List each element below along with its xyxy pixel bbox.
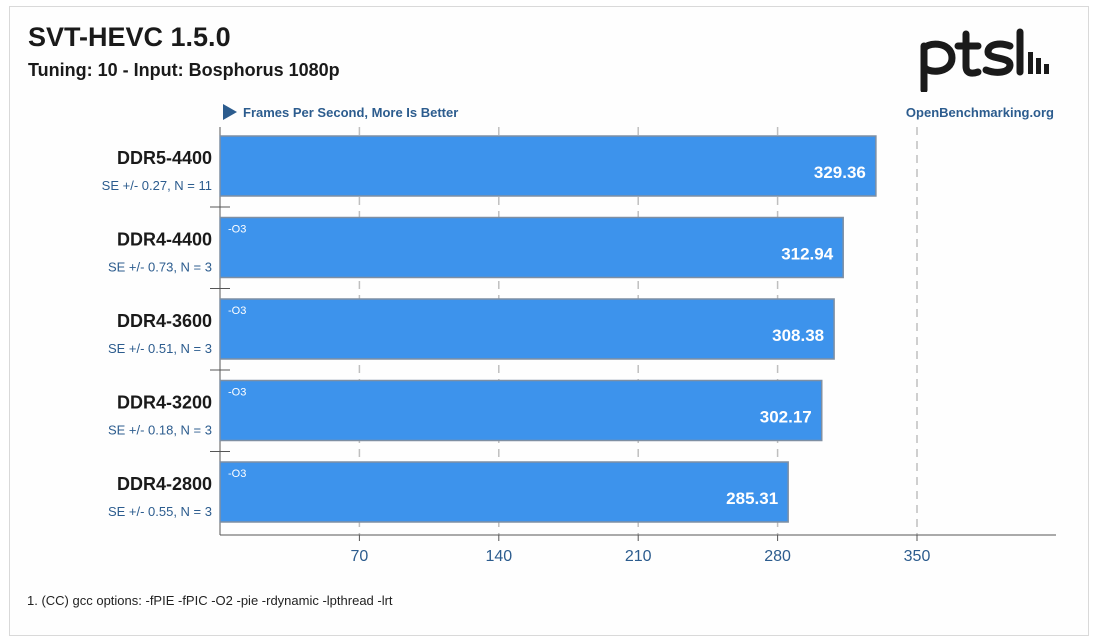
bar-value-label: 312.94 xyxy=(781,245,834,264)
x-tick-label-210: 210 xyxy=(625,548,652,565)
category-label: DDR4-3600 xyxy=(117,311,212,331)
category-label: DDR4-3200 xyxy=(117,393,212,413)
bar-value-label: 329.36 xyxy=(814,163,866,182)
bar-note: -O3 xyxy=(228,224,246,236)
x-tick-label-350: 350 xyxy=(904,548,931,565)
bar-DDR4-3200 xyxy=(219,379,823,442)
play-arrow-icon xyxy=(223,104,237,120)
se-label: SE +/- 0.73, N = 3 xyxy=(108,260,212,275)
bar-DDR4-2800 xyxy=(219,461,789,523)
source-label: OpenBenchmarking.org xyxy=(906,105,1054,120)
x-tick-label-280: 280 xyxy=(764,548,791,565)
bar-value-label: 285.31 xyxy=(726,489,778,508)
category-label: DDR4-2800 xyxy=(117,474,212,494)
bar-value-label: 308.38 xyxy=(772,326,824,345)
bar-value-label: 302.17 xyxy=(760,408,812,427)
footnote: 1. (CC) gcc options: -fPIE -fPIC -O2 -pi… xyxy=(27,593,393,608)
metric-label: Frames Per Second, More Is Better xyxy=(243,105,458,120)
bar-DDR4-3600 xyxy=(219,298,835,360)
bar-note: -O3 xyxy=(228,468,246,480)
bar-DDR5-4400 xyxy=(219,135,877,197)
bar-note: -O3 xyxy=(228,387,246,399)
pts-logo-icon xyxy=(920,28,1049,92)
x-tick-label-70: 70 xyxy=(351,548,369,565)
se-label: SE +/- 0.55, N = 3 xyxy=(108,504,212,519)
chart-title: SVT-HEVC 1.5.0 xyxy=(28,22,231,52)
bar-DDR4-4400 xyxy=(219,216,844,279)
se-label: SE +/- 0.27, N = 11 xyxy=(102,178,212,193)
x-tick-label-140: 140 xyxy=(485,548,512,565)
se-label: SE +/- 0.18, N = 3 xyxy=(108,423,212,438)
category-label: DDR4-4400 xyxy=(117,230,212,250)
se-label: SE +/- 0.51, N = 3 xyxy=(108,341,212,356)
category-label: DDR5-4400 xyxy=(117,148,212,168)
bar-note: -O3 xyxy=(228,305,246,317)
chart-subtitle: Tuning: 10 - Input: Bosphorus 1080p xyxy=(28,60,340,80)
